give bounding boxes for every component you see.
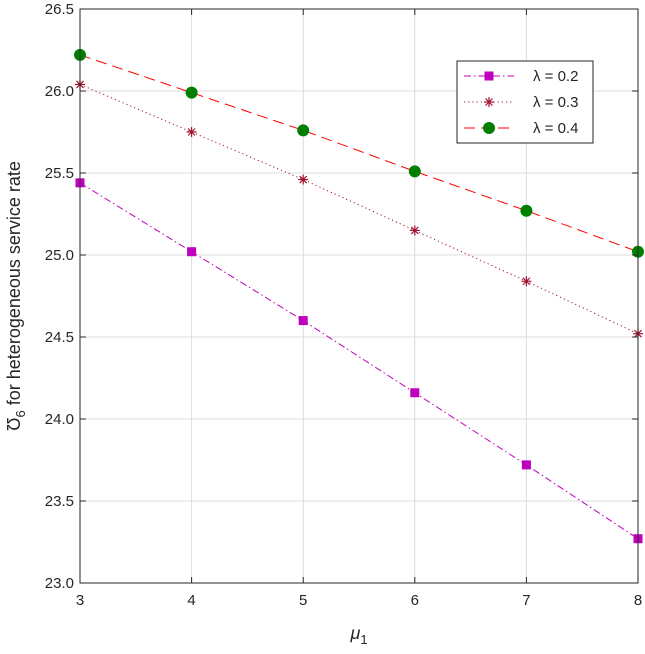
y-tick-label: 24.0 [45, 411, 74, 428]
legend-label: λ = 0.3 [533, 94, 578, 111]
x-axis-label: μ1 [349, 623, 367, 647]
y-axis-label-symbol: Ʊ [4, 417, 24, 430]
legend-entry: λ = 0.3 [464, 94, 578, 111]
x-tick-label: 3 [76, 592, 84, 609]
legend: λ = 0.2 λ = 0.3 λ = 0.4 [456, 60, 594, 144]
legend-entry: λ = 0.2 [464, 68, 578, 85]
legend-marker [483, 122, 495, 134]
series-line [79, 54, 639, 253]
y-tick-label: 25.5 [45, 165, 74, 182]
data-point [298, 316, 308, 326]
x-axis-label-sub: 1 [360, 632, 367, 647]
data-point [521, 460, 531, 470]
y-axis-label: Ʊ6 for heterogeneous service rate [4, 161, 28, 431]
x-tick-label: 6 [411, 592, 419, 609]
data-point [297, 124, 310, 137]
data-point [187, 247, 197, 257]
x-tick-label: 8 [634, 592, 642, 609]
series-line [79, 83, 639, 335]
legend-entry: λ = 0.4 [464, 120, 578, 137]
legend-label: λ = 0.4 [533, 120, 578, 137]
data-point [298, 174, 309, 185]
x-tick-label: 5 [299, 592, 307, 609]
series-1 [75, 178, 643, 544]
y-axis-label-text: for heterogeneous service rate [4, 161, 24, 410]
data-point [408, 165, 421, 178]
axis-ticks: 3 4 5 6 7 8 23.0 23.5 24.0 24.5 25.0 25.5 26.0 26.5 [45, 1, 642, 609]
legend-marker [484, 97, 494, 107]
legend-marker [484, 71, 494, 81]
series-line [79, 182, 639, 540]
legend-box [456, 60, 594, 144]
y-tick-label: 24.5 [45, 329, 74, 346]
y-tick-label: 23.0 [45, 575, 74, 592]
data-point [409, 225, 420, 236]
plot-area-border [79, 8, 639, 584]
y-tick-label: 23.5 [45, 493, 74, 510]
x-tick-label: 7 [522, 592, 530, 609]
legend-label: λ = 0.2 [533, 68, 578, 85]
data-point [186, 127, 197, 137]
x-axis-label-main: μ [349, 623, 360, 643]
data-point [185, 86, 198, 99]
y-tick-label: 26.0 [45, 83, 74, 100]
data-point [410, 388, 420, 398]
data-point [521, 276, 532, 287]
y-tick-label: 25.0 [45, 247, 74, 264]
x-tick-label: 4 [187, 592, 195, 609]
y-tick-label: 26.5 [45, 1, 74, 18]
data-point [520, 204, 533, 217]
y-axis-label-sub: 6 [13, 410, 28, 417]
